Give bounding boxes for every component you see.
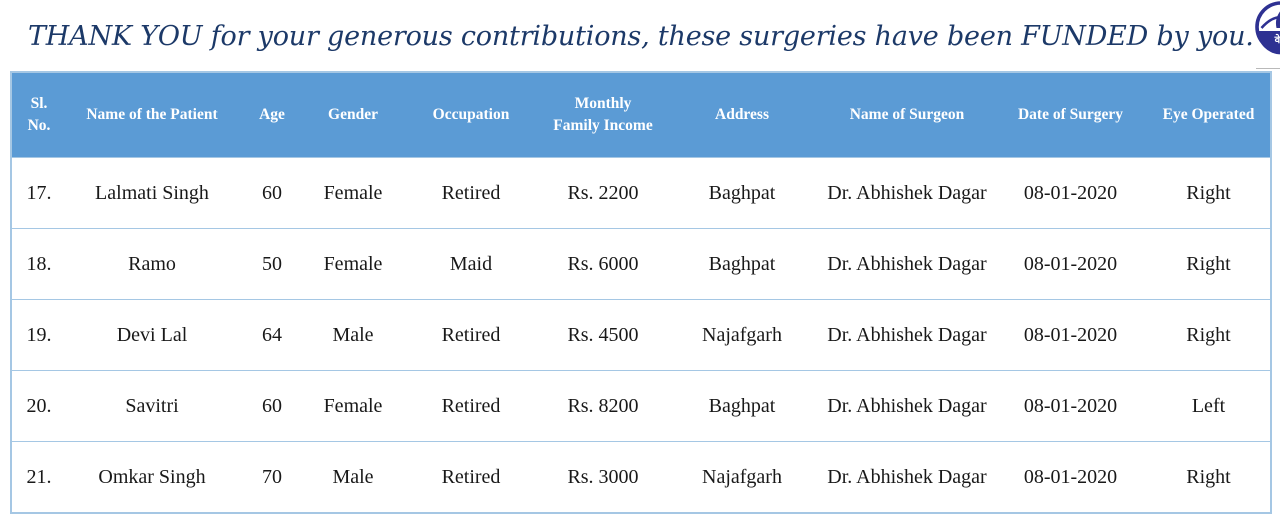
cell-address: Najafgarh [664,441,820,513]
emblem-devanagari-text: वेणु [1273,33,1280,46]
cell-surgeon: Dr. Abhishek Dagar [820,370,994,442]
cell-patient-name: Lalmati Singh [66,157,238,229]
cell-income: Rs. 3000 [542,441,664,513]
cell-patient-name: Devi Lal [66,299,238,371]
cell-surgeon: Dr. Abhishek Dagar [820,299,994,371]
table-row: 21. Omkar Singh 70 Male Retired Rs. 3000… [11,441,1271,513]
cell-income: Rs. 6000 [542,228,664,300]
cell-patient-name: Savitri [66,370,238,442]
col-header-surgeon: Name of Surgeon [820,72,994,158]
cell-gender: Male [306,441,400,513]
cell-income: Rs. 4500 [542,299,664,371]
table-row: 20. Savitri 60 Female Retired Rs. 8200 B… [11,370,1271,442]
cell-age: 70 [238,441,306,513]
cell-surgery-date: 08-01-2020 [994,228,1147,300]
table-row: 18. Ramo 50 Female Maid Rs. 6000 Baghpat… [11,228,1271,300]
banner: THANK YOU for your generous contribution… [0,0,1280,70]
cell-occupation: Retired [400,299,542,371]
cell-address: Baghpat [664,370,820,442]
cell-eye-operated: Left [1147,370,1271,442]
cell-surgeon: Dr. Abhishek Dagar [820,441,994,513]
cell-surgery-date: 08-01-2020 [994,441,1147,513]
col-header-address: Address [664,72,820,158]
cell-occupation: Retired [400,157,542,229]
cell-occupation: Maid [400,228,542,300]
cell-gender: Female [306,370,400,442]
col-header-gender: Gender [306,72,400,158]
cell-sl-no: 19. [11,299,66,371]
cell-age: 60 [238,157,306,229]
tagline-divider-line [1255,68,1280,69]
cell-sl-no: 20. [11,370,66,442]
col-header-eye-operated: Eye Operated [1147,72,1271,158]
funded-surgeries-table: Sl. No. Name of the Patient Age Gender O… [10,71,1272,514]
cell-surgery-date: 08-01-2020 [994,299,1147,371]
cell-address: Baghpat [664,157,820,229]
cell-surgeon: Dr. Abhishek Dagar [820,157,994,229]
cell-sl-no: 18. [11,228,66,300]
cell-patient-name: Ramo [66,228,238,300]
cell-sl-no: 21. [11,441,66,513]
cell-age: 50 [238,228,306,300]
cell-address: Baghpat [664,228,820,300]
cell-eye-operated: Right [1147,157,1271,229]
table-header-row: Sl. No. Name of the Patient Age Gender O… [11,72,1271,158]
cell-gender: Female [306,157,400,229]
table-row: 17. Lalmati Singh 60 Female Retired Rs. … [11,157,1271,229]
cell-gender: Female [306,228,400,300]
org-logo-top: वेणु Venu Eye Institute & Research Centr… [1254,0,1280,62]
cell-age: 60 [238,370,306,442]
col-header-surgery-date: Date of Surgery [994,72,1147,158]
org-logo: वेणु Venu Eye Institute & Research Centr… [1254,0,1280,74]
col-header-income: Monthly Family Income [542,72,664,158]
table-row: 19. Devi Lal 64 Male Retired Rs. 4500 Na… [11,299,1271,371]
col-header-occupation: Occupation [400,72,542,158]
cell-eye-operated: Right [1147,441,1271,513]
cell-eye-operated: Right [1147,228,1271,300]
org-tagline-row: Good Sight For All [1255,64,1280,74]
col-header-patient-name: Name of the Patient [66,72,238,158]
col-header-age: Age [238,72,306,158]
cell-surgery-date: 08-01-2020 [994,157,1147,229]
thank-you-title: THANK YOU for your generous contribution… [28,20,1254,52]
cell-surgery-date: 08-01-2020 [994,370,1147,442]
cell-occupation: Retired [400,441,542,513]
cell-income: Rs. 8200 [542,370,664,442]
cell-gender: Male [306,299,400,371]
cell-age: 64 [238,299,306,371]
eye-emblem-icon: वेणु [1254,0,1280,62]
cell-sl-no: 17. [11,157,66,229]
cell-eye-operated: Right [1147,299,1271,371]
cell-occupation: Retired [400,370,542,442]
cell-income: Rs. 2200 [542,157,664,229]
cell-patient-name: Omkar Singh [66,441,238,513]
col-header-sl-no: Sl. No. [11,72,66,158]
cell-address: Najafgarh [664,299,820,371]
cell-surgeon: Dr. Abhishek Dagar [820,228,994,300]
